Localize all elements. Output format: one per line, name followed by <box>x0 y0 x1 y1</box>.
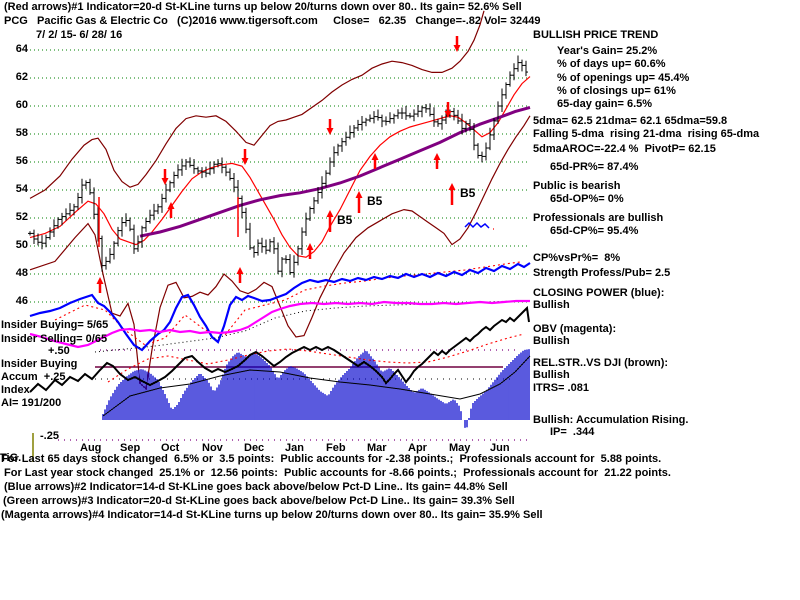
y-axis-tick-label: 64 <box>15 43 28 55</box>
analysis-text-line: % of closings up= 61% <box>557 85 676 97</box>
red-up-arrow-icon <box>236 267 244 274</box>
footer-text-line: For Last year stock changed 25.1% or 12.… <box>4 467 671 479</box>
y-axis-tick-label: 58 <box>15 127 28 139</box>
analysis-text-line: Bullish <box>533 299 570 311</box>
b5-up-arrow-icon <box>355 191 363 198</box>
red-down-arrow-icon <box>241 158 249 165</box>
month-label: Jun <box>490 442 510 454</box>
indicator-label: Insider Buying <box>1 358 78 370</box>
rel-str-line <box>29 305 530 393</box>
indicator-label: -.25 <box>40 430 59 442</box>
y-axis-tick-label: 60 <box>15 99 28 111</box>
footer-text-line: (Magenta arrows)#4 Indicator=14-d St-KLi… <box>1 509 543 521</box>
mini-blue-squiggle <box>464 221 490 229</box>
b5-signal-label: B5 <box>367 194 383 208</box>
analysis-text-line: 65d-CP%= 95.4% <box>550 225 639 237</box>
analysis-text-line: 5dma= 62.5 21dma= 62.1 65dma=59.8 <box>533 115 728 127</box>
indicator-label: +.50 <box>48 345 70 357</box>
b5-signal-label: B5 <box>460 186 476 200</box>
analysis-text-line: 65-day gain= 6.5% <box>557 98 653 110</box>
red-down-arrow-icon <box>444 111 452 118</box>
indicator-label: AI= 191/200 <box>1 397 62 409</box>
analysis-text-line: Year's Gain= 25.2% <box>557 45 658 57</box>
analysis-text-line: Professionals are bullish <box>533 212 664 224</box>
analysis-text-line: % of days up= 60.6% <box>557 58 666 70</box>
month-label: Jan <box>285 442 304 454</box>
analysis-text-line: 65d-PR%= 87.4% <box>550 161 639 173</box>
y-axis-tick-label: 54 <box>15 183 28 195</box>
footer-overlay-text: TiG. <box>0 452 22 464</box>
analysis-text-line: IP= .344 <box>550 426 595 438</box>
analysis-text-line: CP%vsPr%= 8% <box>533 252 621 264</box>
red-down-arrow-icon <box>326 128 334 135</box>
ai-ma-line <box>102 355 531 417</box>
red-down-arrow-icon <box>161 178 169 185</box>
analysis-text-line: 5dmaAROC=-22.4 % PivotP= 62.15 <box>533 143 716 155</box>
indicator-label: Index <box>1 384 30 396</box>
analysis-text-line: 65d-OP%= 0% <box>550 193 624 205</box>
month-label: Dec <box>244 442 265 454</box>
analysis-text-line: Bullish <box>533 369 570 381</box>
y-axis-tick-label: 48 <box>15 267 28 279</box>
b5-up-arrow-icon <box>326 210 334 217</box>
analysis-text-line: OBV (magenta): <box>533 323 617 335</box>
lower-band-line <box>29 115 531 391</box>
month-label: Sep <box>120 442 141 454</box>
analysis-text-line: REL.STR..VS DJI (brown): <box>533 357 669 369</box>
indicator-label: Insider Selling= 0/65 <box>1 333 108 345</box>
header-line1: (Red arrows)#1 Indicator=20-d St-KLine t… <box>4 1 522 13</box>
analysis-text-line: Falling 5-dma rising 21-dma rising 65-dm… <box>533 128 760 140</box>
footer-text-line: (Green arrows)#3 Indicator=20-d St-KLine… <box>3 495 515 507</box>
red-up-arrow-icon <box>433 153 441 160</box>
month-label: Nov <box>202 442 223 454</box>
red-up-arrow-icon <box>96 277 104 284</box>
obv-line <box>29 299 530 349</box>
analysis-text-line: Public is bearish <box>533 180 621 192</box>
month-label: May <box>449 442 471 454</box>
closing-power-line <box>29 262 531 352</box>
red-up-arrow-icon <box>371 153 379 160</box>
footer-text-line: (Blue arrows)#2 Indicator=14-d St-KLine … <box>4 481 508 493</box>
red-down-arrow-icon <box>453 45 461 52</box>
month-label: Apr <box>408 442 427 454</box>
indicator-label: Insider Buying= 5/65 <box>1 319 109 331</box>
upper-band-line <box>29 10 485 199</box>
analysis-text-line: ITRS= .081 <box>533 382 589 394</box>
month-label: Aug <box>80 442 102 454</box>
ai-red-dotted <box>107 333 525 383</box>
analysis-text-line: CLOSING POWER (blue): <box>533 287 665 299</box>
red-up-arrow-icon <box>306 243 314 250</box>
y-axis-tick-label: 52 <box>15 211 28 223</box>
analysis-text-line: Strength Profess/Pub= 2.5 <box>533 267 671 279</box>
y-axis-tick-label: 50 <box>15 239 28 251</box>
month-label: Oct <box>161 442 180 454</box>
red-up-arrow-icon <box>167 202 175 209</box>
y-axis-tick-label: 46 <box>15 295 28 307</box>
month-label: Feb <box>326 442 346 454</box>
analysis-text-line: BULLISH PRICE TREND <box>533 29 659 41</box>
header-line2: PCG Pacific Gas & Electric Co (C)2016 ww… <box>4 15 541 27</box>
y-axis-tick-label: 56 <box>15 155 28 167</box>
obv-black-dotted <box>94 300 516 353</box>
b5-signal-label: B5 <box>337 213 353 227</box>
ma21-line <box>29 76 531 258</box>
date-range-label: 7/ 2/ 15- 6/ 28/ 16 <box>36 29 123 41</box>
analysis-text-line: Bullish: Accumulation Rising. <box>533 414 689 426</box>
b5-up-arrow-icon <box>448 183 456 190</box>
month-label: Mar <box>367 442 387 454</box>
analysis-text-line: % of openings up= 45.4% <box>557 72 690 84</box>
analysis-text-line: Bullish <box>533 335 570 347</box>
ma65-line <box>139 105 531 238</box>
footer-text-line: For Last 65 days stock changed 6.5% or 3… <box>1 453 662 465</box>
indicator-label: Accum +.25 <box>1 371 66 383</box>
y-axis-tick-label: 62 <box>15 71 28 83</box>
